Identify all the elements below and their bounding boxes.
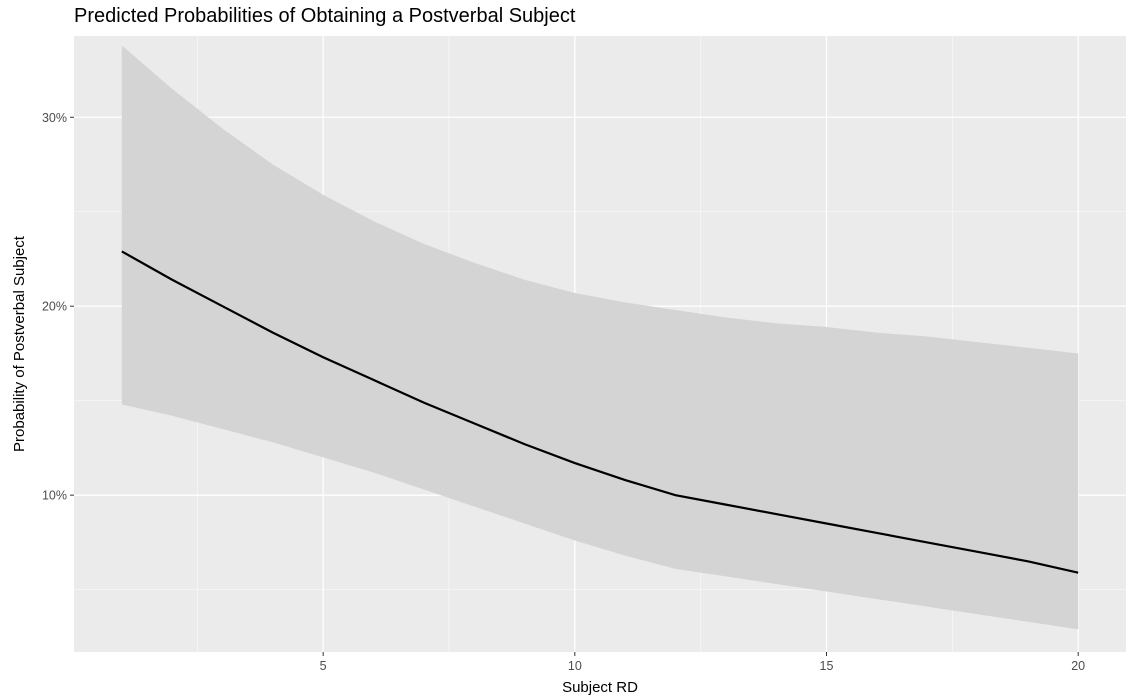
chart-title: Predicted Probabilities of Obtaining a P… — [74, 5, 576, 27]
y-axis: 10% 20% 30% — [42, 111, 74, 503]
y-tick-label: 30% — [42, 111, 67, 125]
x-tick-label: 15 — [820, 659, 834, 673]
x-tick-label: 5 — [320, 659, 327, 673]
x-tick-label: 10 — [568, 659, 582, 673]
probability-line — [121, 250, 1079, 574]
x-tick-label: 20 — [1071, 659, 1085, 673]
x-axis: 5 10 15 20 — [320, 652, 1085, 673]
x-axis-title: Subject RD — [562, 679, 638, 696]
confidence-ribbon — [121, 45, 1079, 630]
y-tick-label: 20% — [42, 300, 67, 314]
y-tick-label: 10% — [42, 489, 67, 503]
y-axis-title: Probability of Postverbal Subject — [11, 235, 28, 452]
